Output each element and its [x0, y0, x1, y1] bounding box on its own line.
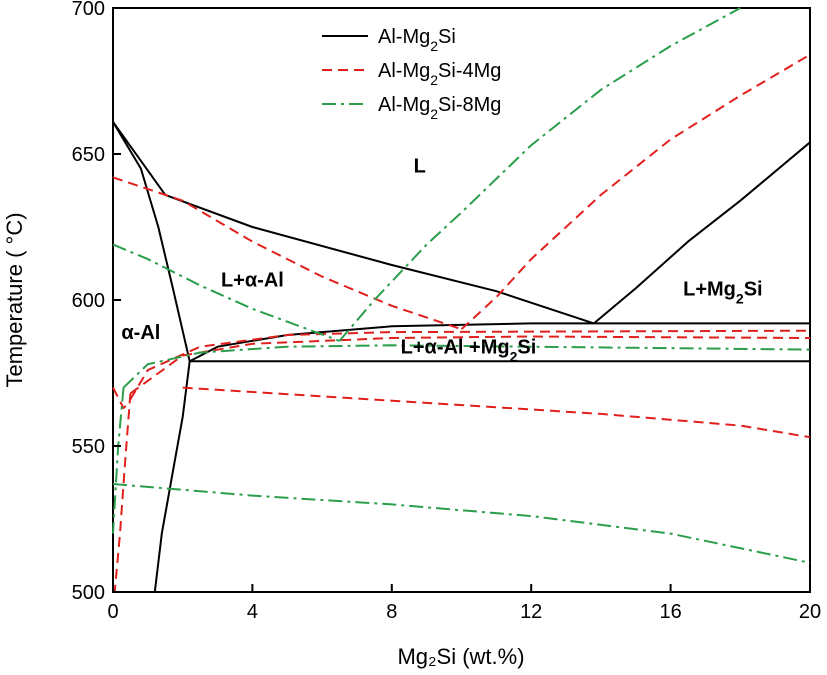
- x-tick-label: 20: [799, 601, 821, 623]
- series-3-solvus: [112, 387, 125, 534]
- y-axis-label: Temperature ( °C): [2, 212, 27, 387]
- curves-layer: [112, 7, 811, 593]
- region-label: L+Mg2Si: [683, 278, 762, 306]
- x-tick-label: 8: [386, 601, 397, 623]
- series-2-solvus: [113, 393, 132, 593]
- legend-entry-label: Al-Mg2Si: [378, 26, 456, 54]
- series-1-solvus: [153, 361, 191, 593]
- series-2-liquidus-Al-side: [112, 176, 462, 331]
- y-axis-ticks: 500 550 600 650 700: [72, 0, 121, 604]
- series-1-solidus-Al: [112, 121, 191, 362]
- y-tick-label: 550: [72, 436, 105, 458]
- legend-entry-label: Al-Mg2Si-4Mg: [378, 60, 501, 88]
- y-tick-label: 600: [72, 290, 105, 312]
- legend: Al-Mg2Si Al-Mg2Si-4Mg Al-Mg2Si-8Mg: [322, 26, 501, 122]
- y-tick-label: 700: [72, 0, 105, 20]
- region-label: L: [414, 156, 426, 178]
- series-2-three-phase-lower: [129, 335, 811, 395]
- series-2-liquidus-Mg2Si-side: [460, 53, 811, 330]
- series-2-solidus-Al: [112, 387, 132, 409]
- x-tick-label: 16: [659, 601, 681, 623]
- x-tick-label: 4: [247, 601, 258, 623]
- region-label: α-Al: [121, 322, 160, 344]
- x-tick-label: 12: [520, 601, 542, 623]
- series-3-three-phase: [122, 344, 811, 389]
- series-1-three-phase-boundary: [189, 322, 810, 363]
- region-label: L+α-Al: [221, 270, 284, 292]
- series-3-solidus-eutectic: [112, 483, 811, 564]
- series-3-liquidus-Mg2Si-side: [338, 7, 741, 342]
- series-1-liquidus-Mg2Si-side: [593, 141, 811, 325]
- series-2-solidus-eutectic: [182, 386, 811, 439]
- x-axis-label: Mg₂Si (wt.%): [397, 644, 524, 669]
- x-axis-ticks: 0 4 8 12 16 20: [107, 584, 821, 623]
- x-tick-label: 0: [107, 601, 118, 623]
- y-tick-label: 500: [72, 582, 105, 604]
- series-2-three-phase-upper: [129, 329, 811, 400]
- series-1-liquidus-Al-side: [112, 121, 595, 325]
- legend-entry-label: Al-Mg2Si-8Mg: [378, 94, 501, 122]
- y-tick-label: 650: [72, 144, 105, 166]
